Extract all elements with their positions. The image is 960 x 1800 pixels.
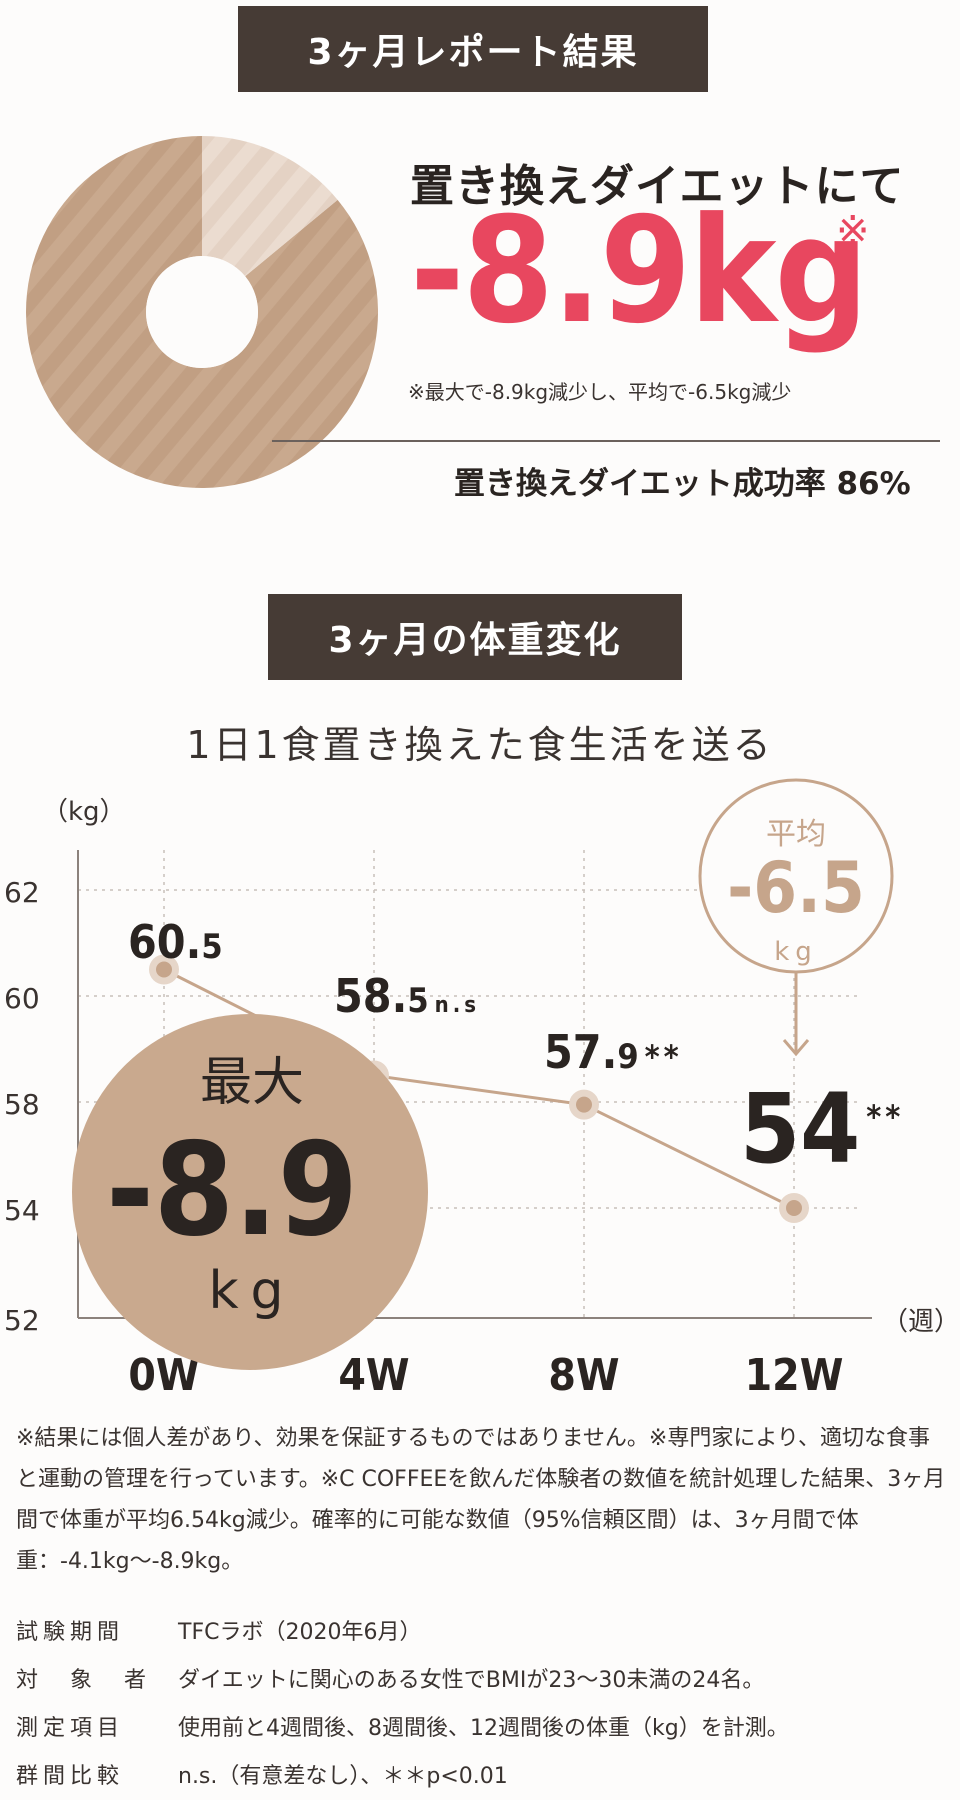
y-tick-label: 58 bbox=[4, 1088, 40, 1121]
report-label: 3ヶ月レポート結果 bbox=[238, 6, 708, 92]
info-row-subjects: 対 象 者 ダイエットに関心のある女性でBMIが23〜30未満の24名。 bbox=[16, 1662, 764, 1694]
max-badge-title: 最大 bbox=[200, 1053, 304, 1113]
info-key: 測定項目 bbox=[16, 1716, 125, 1741]
disclaimer-text: ※結果には個人差があり、効果を保証するものではありません。※専門家により、適切な… bbox=[16, 1426, 946, 1574]
max-loss-value: -8.9kg bbox=[410, 186, 869, 356]
info-key: 対 象 者 bbox=[16, 1668, 152, 1693]
weight-subtitle: 1日1食置き換えた食生活を送る bbox=[186, 723, 774, 767]
info-row-period: 試験期間 TFCラボ（2020年6月） bbox=[16, 1614, 421, 1646]
max-badge-unit: kg bbox=[208, 1261, 295, 1321]
avg-badge-unit: kg bbox=[774, 937, 818, 967]
info-row-measure: 測定項目 使用前と4週間後、8週間後、12週間後の体重（kg）を計測。 bbox=[16, 1710, 789, 1742]
info-row-comparison: 群間比較 n.s.（有意差なし）、＊＊p<0.01 bbox=[16, 1758, 508, 1790]
y-tick-label: 60 bbox=[4, 982, 40, 1015]
weight-label: 3ヶ月の体重変化 bbox=[268, 594, 682, 680]
y-tick-label: 62 bbox=[4, 876, 40, 909]
y-axis-label: （kg） bbox=[42, 797, 126, 827]
data-label: 57.9 ** bbox=[544, 1025, 683, 1079]
y-tick-label: 54 bbox=[4, 1194, 40, 1227]
asterisk-mark: ※ bbox=[836, 208, 870, 254]
data-point bbox=[156, 961, 172, 978]
y-tick-label: 52 bbox=[4, 1304, 40, 1337]
average-loss-badge: 平均 -6.5 kg bbox=[698, 778, 894, 1057]
x-tick-label: 8W bbox=[548, 1350, 619, 1401]
success-rate: 置き換えダイエット成功率 86% bbox=[454, 466, 911, 502]
arrow-down-icon bbox=[782, 1039, 810, 1057]
avg-badge-title: 平均 bbox=[766, 817, 826, 852]
x-tick-label: 12W bbox=[745, 1350, 844, 1401]
info-value: n.s.（有意差なし）、＊＊p<0.01 bbox=[178, 1764, 508, 1789]
data-point bbox=[576, 1096, 592, 1113]
data-point bbox=[786, 1200, 802, 1216]
donut-success-slice bbox=[25, 136, 378, 488]
info-value: TFCラボ（2020年6月） bbox=[178, 1620, 422, 1645]
x-axis-label: （週） bbox=[882, 1307, 960, 1337]
data-label: 58.5 n.s bbox=[334, 969, 480, 1023]
loss-note: ※最大で-8.9kg減少し、平均で-6.5kg減少 bbox=[408, 380, 792, 404]
info-value: 使用前と4週間後、8週間後、12週間後の体重（kg）を計測。 bbox=[178, 1716, 789, 1741]
avg-badge-value: -6.5 bbox=[727, 847, 865, 929]
max-badge-value: -8.9 bbox=[106, 1116, 358, 1265]
max-loss-badge: 最大 -8.9 kg bbox=[72, 1014, 428, 1370]
info-value: ダイエットに関心のある女性でBMIが23〜30未満の24名。 bbox=[178, 1668, 765, 1693]
data-label: 54 ** bbox=[740, 1073, 904, 1185]
x-tick-label: 4W bbox=[338, 1350, 409, 1401]
headline: 置き換えダイエットにて bbox=[410, 161, 905, 212]
success-donut-chart bbox=[25, 136, 378, 488]
data-label: 60.5 bbox=[128, 915, 223, 969]
donut-remaining-slice bbox=[202, 136, 338, 277]
divider bbox=[272, 440, 940, 442]
info-key: 群間比較 bbox=[16, 1764, 125, 1789]
info-key: 試験期間 bbox=[16, 1620, 125, 1645]
